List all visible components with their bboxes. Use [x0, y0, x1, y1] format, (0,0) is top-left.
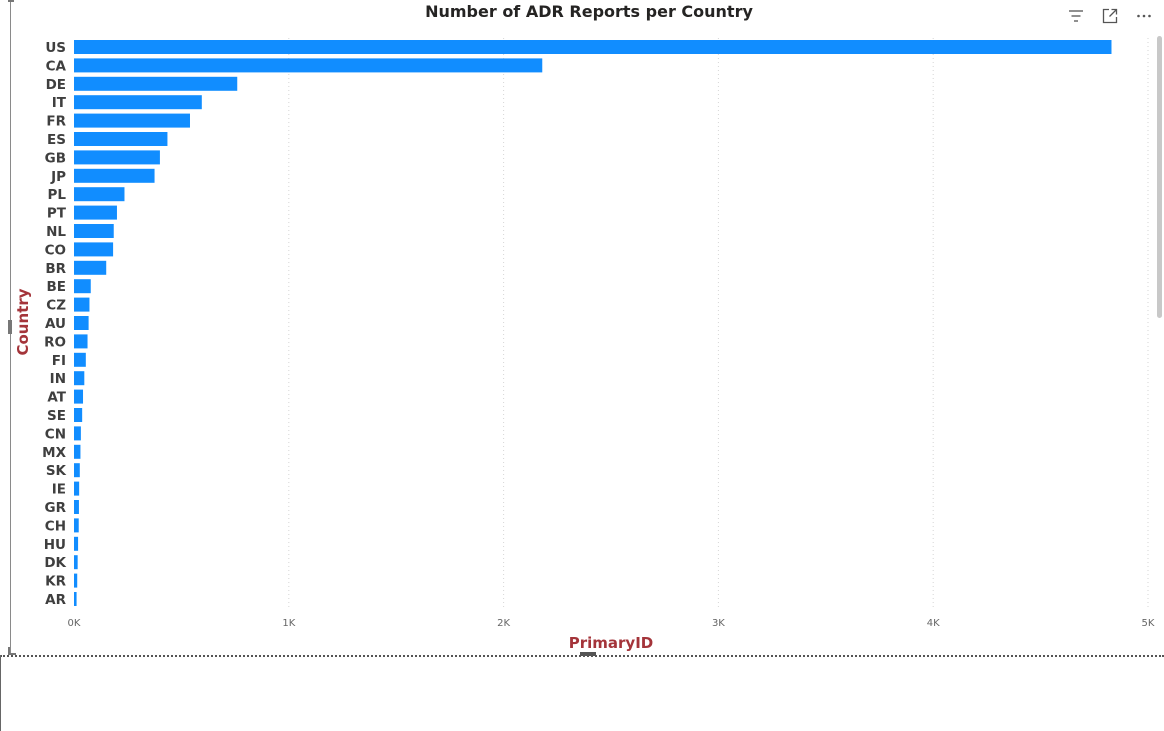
bar-ar[interactable] [74, 592, 77, 606]
y-category-label: PT [47, 206, 67, 222]
bar-br[interactable] [74, 260, 107, 275]
bar-ch[interactable] [74, 518, 79, 533]
x-axis-ticks: 0K 1K 2K 3K 4K 5K [68, 618, 1155, 629]
bar-kr[interactable] [74, 573, 78, 588]
chart-title: Number of ADR Reports per Country [425, 2, 753, 21]
y-category-label: DK [44, 555, 66, 571]
resize-handle-left[interactable] [8, 320, 12, 334]
bar-hu[interactable] [74, 536, 79, 551]
bar-de[interactable] [74, 76, 238, 91]
y-category-label: FI [52, 353, 66, 369]
bar-ca[interactable] [74, 58, 543, 73]
y-category-label: BR [45, 261, 66, 277]
y-category-label: DE [46, 77, 66, 93]
x-tick-label: 4K [927, 618, 940, 629]
y-category-label: CN [45, 426, 66, 442]
bar-us[interactable] [74, 40, 1112, 54]
bar-au[interactable] [74, 316, 89, 330]
y-category-label: FR [46, 114, 66, 130]
bar-gr[interactable] [74, 500, 79, 514]
filter-icon[interactable] [1066, 6, 1086, 26]
y-category-label: GB [45, 150, 66, 166]
y-category-label: PL [48, 187, 67, 203]
bar-it[interactable] [74, 95, 202, 110]
bars [74, 40, 1112, 606]
bar-es[interactable] [74, 132, 168, 146]
y-category-label: CH [45, 518, 66, 534]
bar-se[interactable] [74, 408, 83, 422]
y-category-label: AU [45, 316, 66, 332]
canvas-left-border [0, 655, 1, 731]
y-category-label: NL [46, 224, 66, 240]
y-category-label: IN [50, 371, 66, 387]
bar-cz[interactable] [74, 297, 90, 312]
x-tick-label: 1K [282, 618, 295, 629]
x-tick-label: 5K [1142, 618, 1155, 629]
y-category-label: MX [42, 445, 66, 461]
y-category-label: CZ [46, 298, 66, 314]
bar-jp[interactable] [74, 168, 155, 183]
y-category-label: SE [47, 408, 66, 424]
focus-mode-icon[interactable] [1100, 6, 1120, 26]
resize-handle-top-left[interactable] [8, 0, 14, 2]
scrollbar-thumb[interactable] [1157, 36, 1162, 318]
y-category-label: AR [45, 592, 66, 608]
bar-at[interactable] [74, 389, 84, 404]
y-category-label: IE [52, 482, 66, 498]
visual-bottom-border [0, 655, 1164, 657]
y-category-label: AT [47, 390, 66, 406]
bar-fi[interactable] [74, 352, 86, 367]
resize-handle-bottom[interactable] [580, 652, 596, 656]
y-category-label: SK [46, 463, 67, 479]
y-category-label: HU [44, 537, 66, 553]
bar-cn[interactable] [74, 426, 81, 441]
y-category-label: BE [46, 279, 66, 295]
gridlines [288, 38, 1149, 607]
bar-mx[interactable] [74, 444, 81, 459]
y-category-label: ES [47, 132, 66, 148]
x-axis-title: PrimaryID [569, 634, 654, 652]
y-category-label: IT [52, 95, 67, 111]
bar-dk[interactable] [74, 555, 78, 570]
y-category-label: KR [45, 574, 66, 590]
more-options-icon[interactable] [1134, 6, 1154, 26]
bar-pt[interactable] [74, 205, 117, 220]
x-tick-label: 0K [68, 618, 81, 629]
y-axis-title: Country [14, 288, 32, 355]
bar-be[interactable] [74, 279, 91, 294]
bar-in[interactable] [74, 371, 85, 386]
y-category-label: CA [46, 58, 67, 74]
y-category-label: US [45, 40, 66, 56]
visual-header-toolbar [1066, 6, 1154, 26]
y-category-label: CO [45, 242, 66, 258]
bar-co[interactable] [74, 242, 114, 257]
resize-handle-bottom-left[interactable] [8, 647, 16, 655]
y-axis-labels: US CA DE IT FR ES GB JP PL PT NL CO BR BE CZ AU RO FI IN AT… [42, 40, 67, 608]
bar-gb[interactable] [74, 150, 160, 165]
x-tick-label: 2K [497, 618, 510, 629]
y-category-label: GR [45, 500, 67, 516]
bar-pl[interactable] [74, 187, 125, 202]
x-tick-label: 3K [712, 618, 725, 629]
y-category-label: RO [44, 334, 66, 350]
bar-fr[interactable] [74, 113, 190, 128]
bar-ie[interactable] [74, 481, 80, 496]
bar-sk[interactable] [74, 463, 80, 478]
y-category-label: JP [50, 169, 66, 185]
bar-ro[interactable] [74, 334, 88, 349]
bar-nl[interactable] [74, 224, 114, 238]
